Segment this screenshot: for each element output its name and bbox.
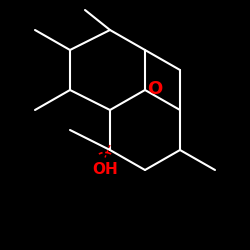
Text: O: O [148, 80, 162, 98]
Text: OH: OH [92, 162, 118, 178]
